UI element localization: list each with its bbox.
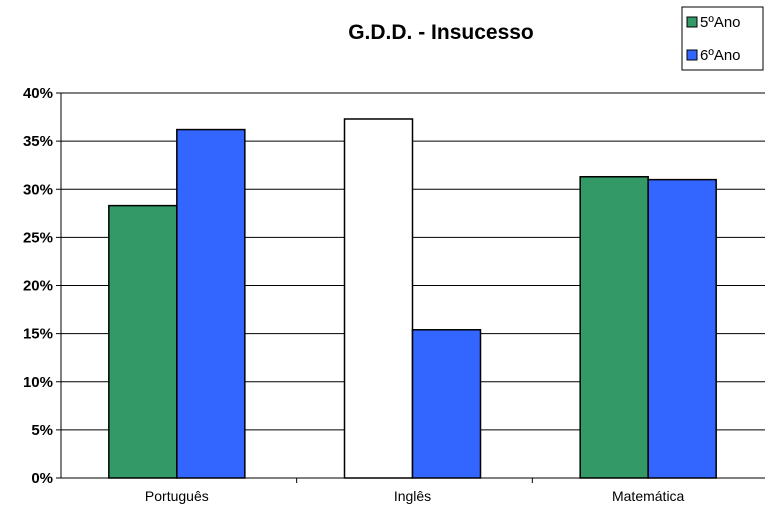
y-tick-label: 20%: [23, 278, 53, 295]
x-tick-label: Inglês: [394, 488, 431, 504]
y-tick-label: 5%: [31, 422, 53, 439]
x-axis-labels: Português Inglês Matemática: [145, 488, 685, 504]
axes: [60, 93, 765, 483]
y-tick-label: 25%: [23, 229, 53, 246]
x-tick-label: Matemática: [612, 488, 685, 504]
x-tick-label: Português: [145, 488, 209, 504]
bar-2-3: [647, 178, 717, 479]
y-tick-label: 30%: [23, 181, 53, 198]
y-tick-label: 15%: [23, 326, 53, 343]
bar-1-1: [108, 204, 178, 479]
y-tick-label: 10%: [23, 374, 53, 391]
legend-swatch: [686, 49, 698, 61]
bar-2-1: [176, 128, 246, 479]
legend: 5ºAno 6ºAno: [681, 6, 764, 71]
y-tick-label: 35%: [23, 133, 53, 150]
bar-1-3: [579, 175, 649, 479]
bar-2-2: [411, 329, 482, 479]
y-tick-label: 40%: [23, 85, 53, 102]
y-tick-label: 0%: [31, 470, 53, 487]
bar-1-2: [343, 118, 414, 479]
legend-label: 6ºAno: [700, 47, 741, 64]
y-axis-ticks: 0% 5% 10% 15% 20% 25% 30% 35% 40%: [23, 85, 61, 487]
legend-label: 5ºAno: [700, 14, 741, 31]
chart-title: G.D.D. - Insucesso: [348, 21, 534, 44]
bars: [108, 118, 717, 479]
legend-swatch: [686, 16, 698, 28]
